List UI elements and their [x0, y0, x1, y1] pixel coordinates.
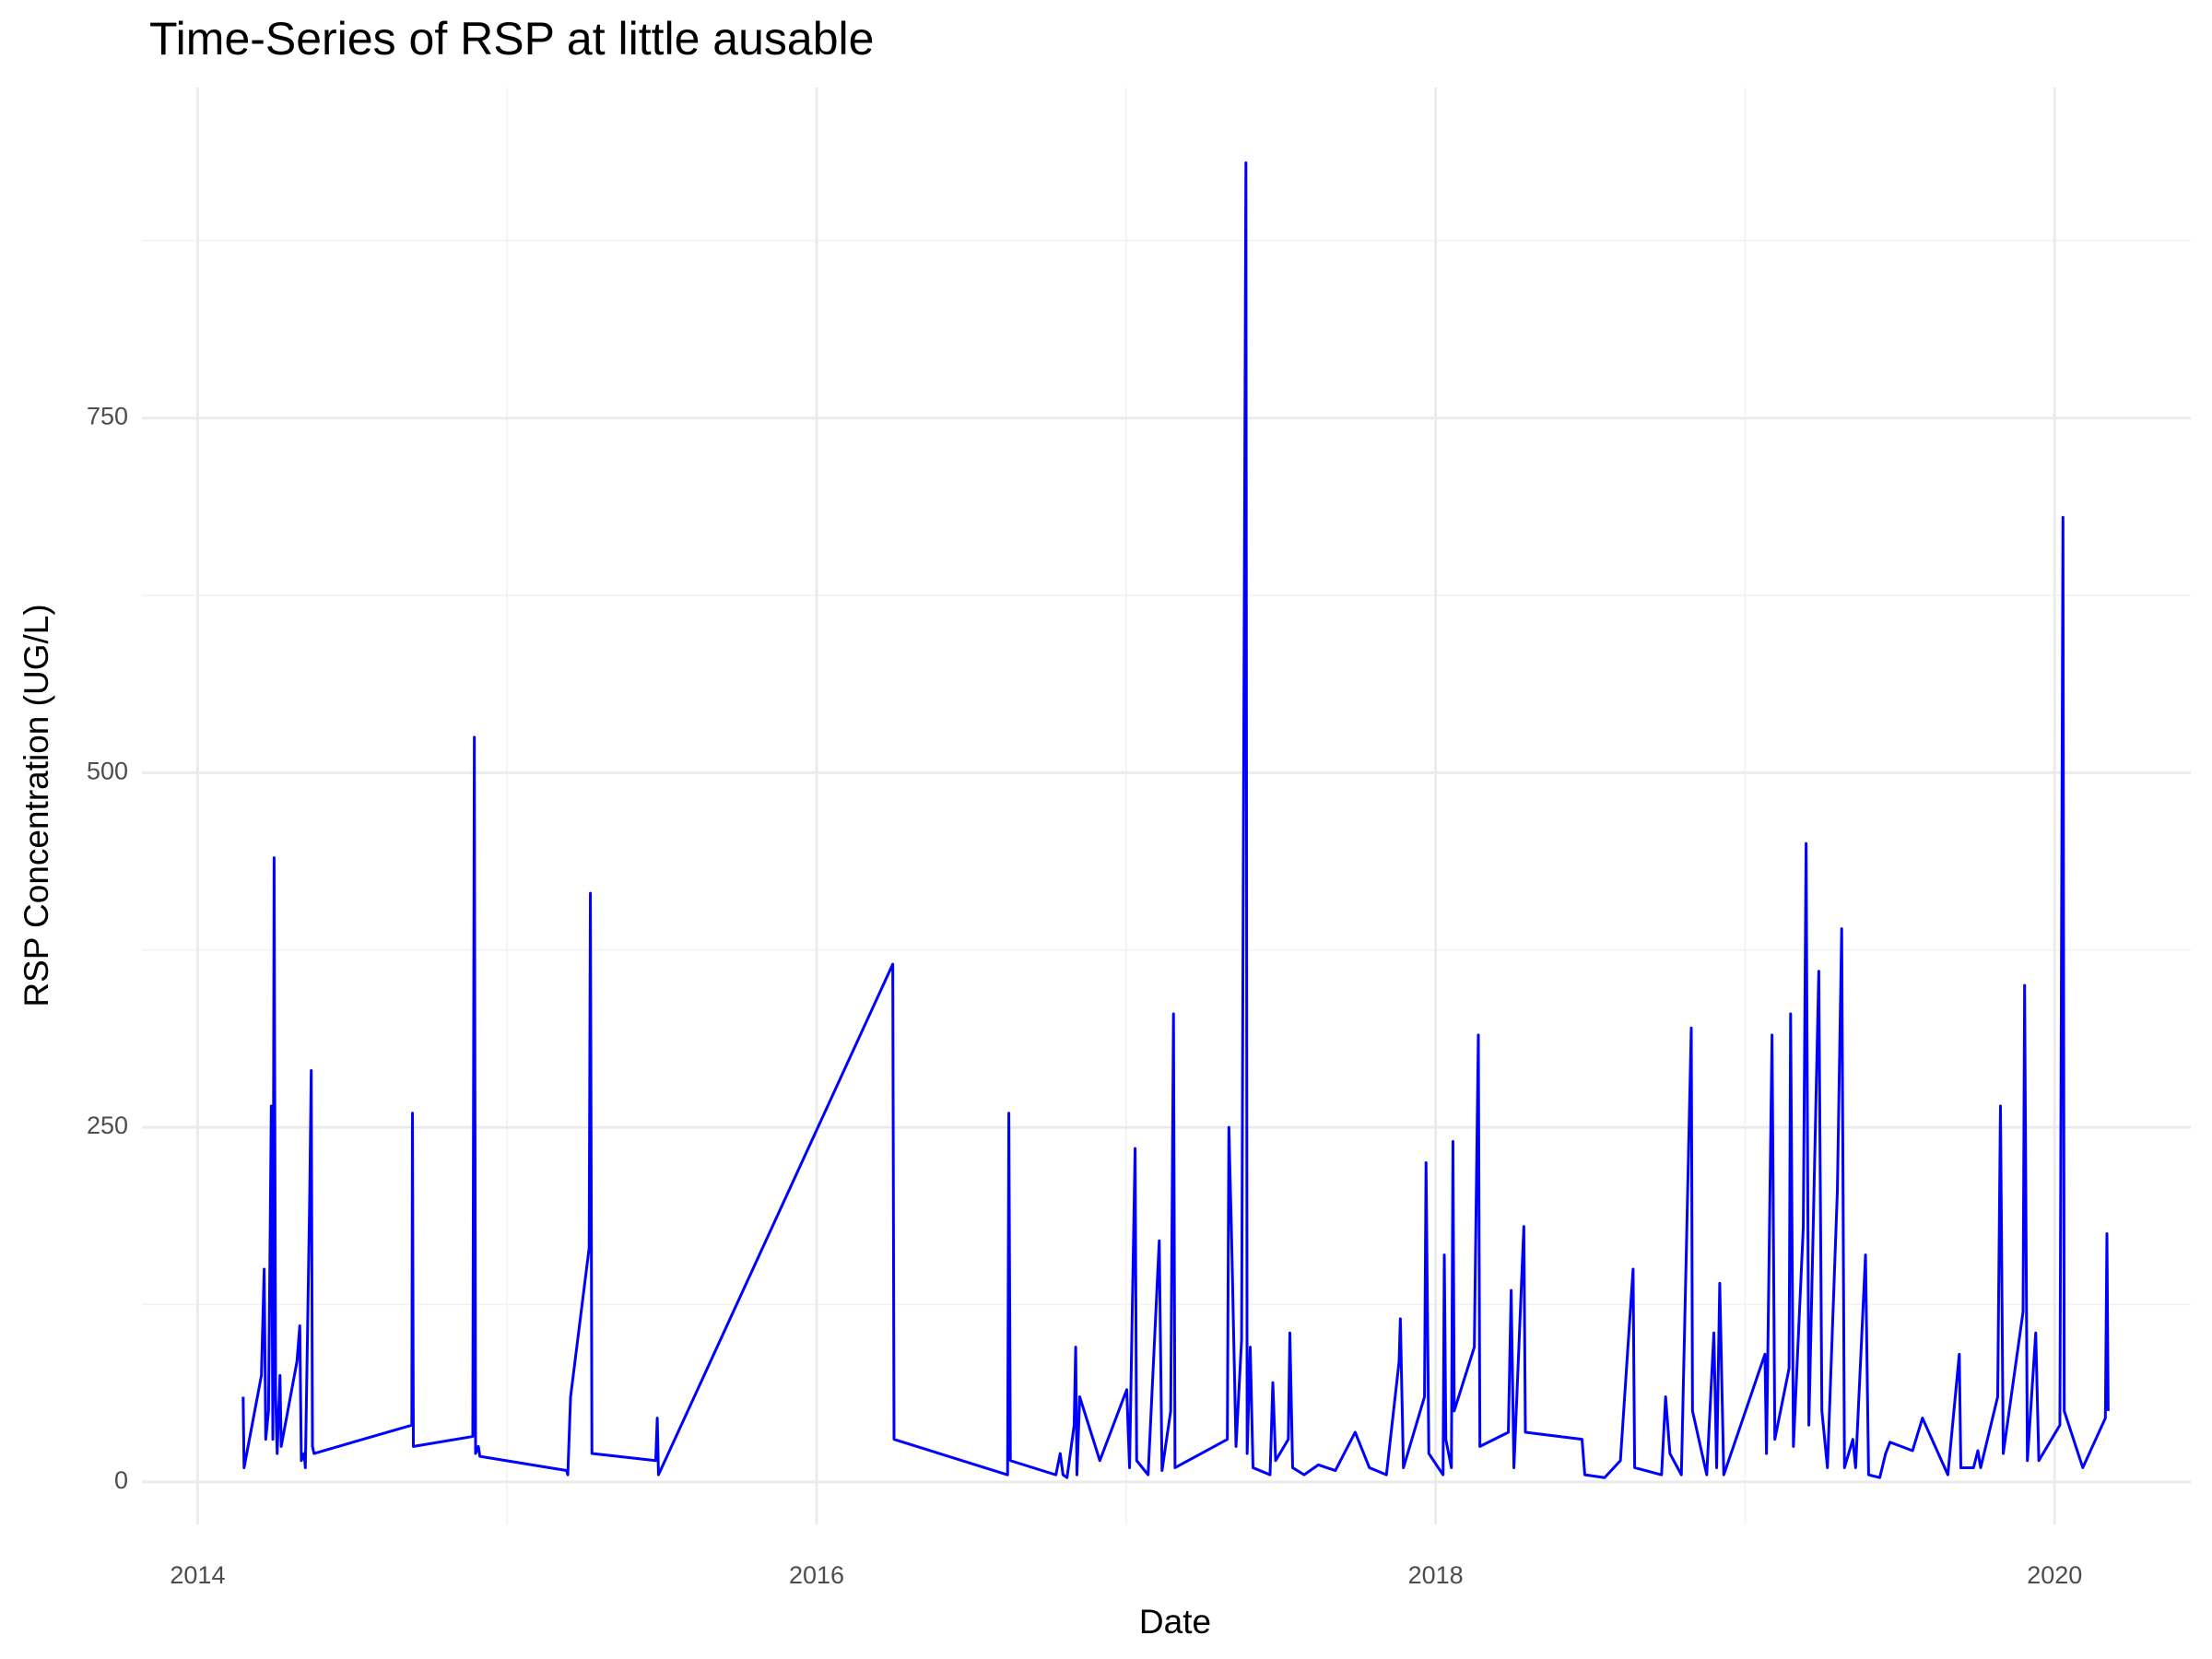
chart-title: Time-Series of RSP at little ausable — [149, 13, 874, 65]
y-tick-label: 250 — [87, 1112, 128, 1139]
x-tick-label: 2018 — [1408, 1561, 1464, 1589]
x-axis-title: Date — [1139, 1603, 1211, 1641]
y-tick-label: 750 — [87, 403, 128, 430]
y-tick-label: 500 — [87, 757, 128, 784]
data-line — [241, 161, 2110, 1479]
y-tick-label: 0 — [114, 1466, 128, 1494]
x-tick-label: 2020 — [2027, 1561, 2082, 1589]
y-axis-title: RSP Concentration (UG/L) — [18, 604, 55, 1006]
x-tick-label: 2014 — [170, 1561, 225, 1589]
x-tick-label: 2016 — [789, 1561, 844, 1589]
